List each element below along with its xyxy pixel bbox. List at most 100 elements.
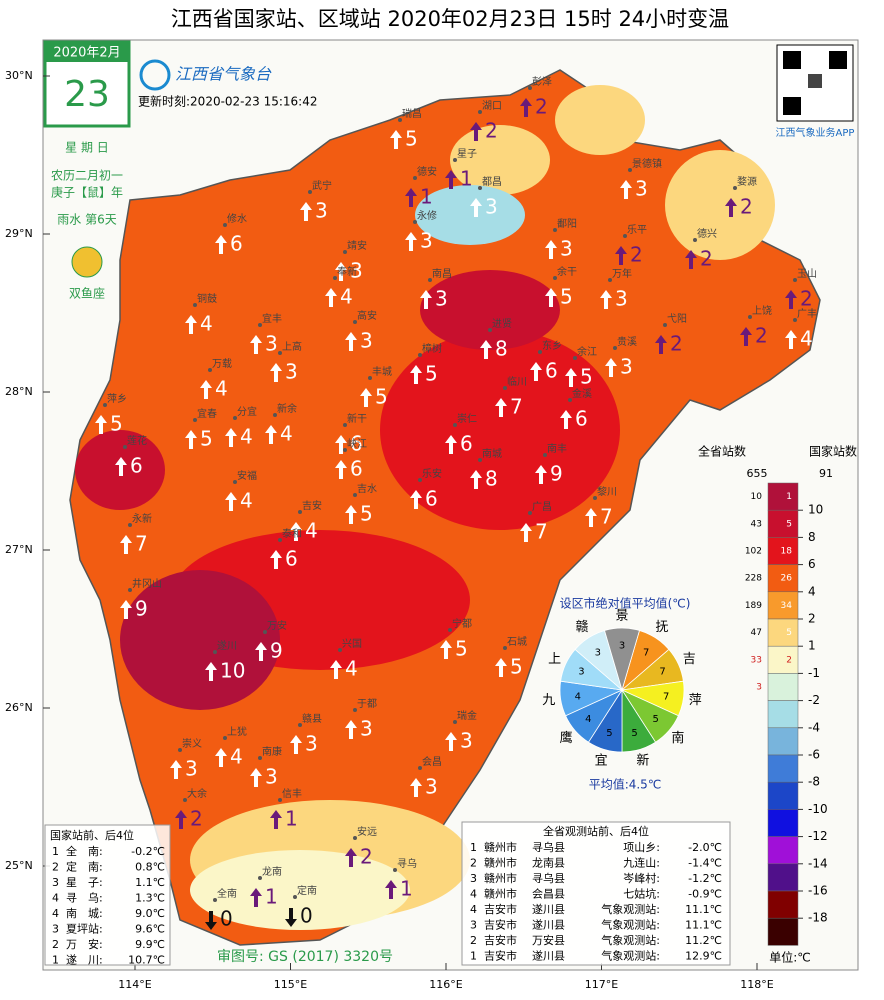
- station-value: 6: [230, 232, 243, 256]
- change-arrow: [405, 232, 417, 251]
- station-dot: [273, 413, 277, 417]
- table-cell: -2.0℃: [688, 841, 722, 854]
- station-dot: [428, 278, 432, 282]
- station-name: 南康: [262, 745, 282, 758]
- slice-value: 3: [619, 640, 625, 651]
- station-value: 2: [485, 119, 498, 143]
- table-cell: 1: [470, 950, 477, 963]
- slice-name: 九: [542, 693, 555, 708]
- change-arrow: [605, 358, 617, 377]
- province-count: 228: [745, 574, 762, 584]
- table-cell: 3: [470, 919, 477, 932]
- change-arrow: [270, 363, 282, 382]
- station-dot: [663, 323, 667, 327]
- station-name: 贵溪: [617, 335, 637, 348]
- calendar-day: 23: [64, 74, 110, 115]
- station-value: 8: [485, 467, 498, 491]
- level-label: -1: [808, 666, 820, 680]
- table-cell: 4: [470, 903, 477, 916]
- change-arrow: [300, 202, 312, 221]
- calendar-month: 2020年2月: [53, 46, 120, 61]
- station-name: 广昌: [532, 501, 552, 513]
- change-arrow: [330, 660, 342, 679]
- change-arrow: [175, 810, 187, 829]
- slice-name: 新: [636, 753, 649, 769]
- color-box: [767, 727, 799, 756]
- station-dot: [298, 510, 302, 514]
- station-name: 吉水: [357, 483, 377, 495]
- zone-neutral: [190, 850, 410, 930]
- zone-warm-low: [450, 125, 550, 195]
- station-name: 瑞金: [457, 709, 477, 722]
- station-dot: [488, 328, 492, 332]
- lat-label: 26°N: [5, 701, 33, 714]
- station-value: 5: [200, 427, 213, 451]
- color-box: [767, 890, 799, 919]
- slice-value: 3: [595, 647, 601, 658]
- color-box: [767, 781, 799, 810]
- station-value: 5: [110, 412, 123, 436]
- station-value: 5: [375, 385, 388, 409]
- station-value: 5: [405, 127, 418, 151]
- station-dot: [418, 353, 422, 357]
- station-name: 大余: [187, 787, 207, 800]
- station-dot: [593, 496, 597, 500]
- station-value: 4: [305, 519, 318, 543]
- table-cell: 全 南:: [66, 844, 103, 858]
- province-count: 3: [756, 683, 762, 693]
- change-arrow: [345, 332, 357, 351]
- station-dot: [223, 736, 227, 740]
- map-area: [69, 69, 821, 946]
- change-arrow: [445, 732, 457, 751]
- change-arrow: [265, 425, 277, 444]
- station-dot: [608, 278, 612, 282]
- station-value: 5: [580, 365, 593, 389]
- change-arrow: [185, 430, 197, 449]
- station-value: 4: [280, 422, 293, 446]
- table-cell: 赣州市: [484, 856, 517, 870]
- station-value: 3: [185, 757, 198, 781]
- table-title: 全省观测站前、后4位: [543, 824, 649, 838]
- station-name: 婺源: [737, 175, 757, 188]
- color-box: [767, 564, 799, 593]
- lon-label: 114°E: [118, 978, 151, 991]
- change-arrow: [600, 290, 612, 309]
- station-name: 南城: [482, 447, 502, 460]
- table-cell: 3: [52, 923, 59, 936]
- change-arrow: [545, 288, 557, 307]
- station-dot: [693, 238, 697, 242]
- table-cell: 1.3℃: [135, 892, 165, 905]
- update-time: 更新时刻:2020-02-23 15:16:42: [138, 94, 318, 109]
- level-label: 4: [808, 584, 816, 598]
- table-cell: 2: [52, 938, 59, 951]
- zodiac-icon: [71, 246, 103, 278]
- station-name: 寻乌: [397, 857, 417, 870]
- table-title: 国家站前、后4位: [50, 828, 134, 842]
- change-arrow: [250, 335, 262, 354]
- change-arrow: [345, 720, 357, 739]
- station-dot: [453, 423, 457, 427]
- station-value: 3: [620, 355, 633, 379]
- org-logo: [139, 59, 171, 91]
- change-arrow: [495, 398, 507, 417]
- station-name: 上犹: [227, 726, 247, 738]
- lat-label: 28°N: [5, 385, 33, 398]
- table-cell: 赣州市: [484, 840, 517, 854]
- station-dot: [178, 748, 182, 752]
- station-value: 7: [600, 505, 613, 529]
- change-arrow: [405, 188, 417, 207]
- station-dot: [793, 278, 797, 282]
- station-dot: [748, 315, 752, 319]
- change-arrow: [385, 880, 397, 899]
- national-count: 2: [786, 655, 792, 665]
- station-value: 2: [800, 287, 813, 311]
- station-name: 安远: [357, 825, 377, 838]
- table-cell: 11.1℃: [685, 903, 722, 916]
- station-name: 樟树: [422, 342, 442, 355]
- slice-value: 4: [575, 691, 581, 702]
- station-name: 吉安: [302, 499, 322, 512]
- station-name: 乐平: [627, 224, 647, 236]
- qr-code: [783, 51, 801, 69]
- change-arrow: [545, 240, 557, 259]
- table-cell: 星 子:: [66, 876, 103, 889]
